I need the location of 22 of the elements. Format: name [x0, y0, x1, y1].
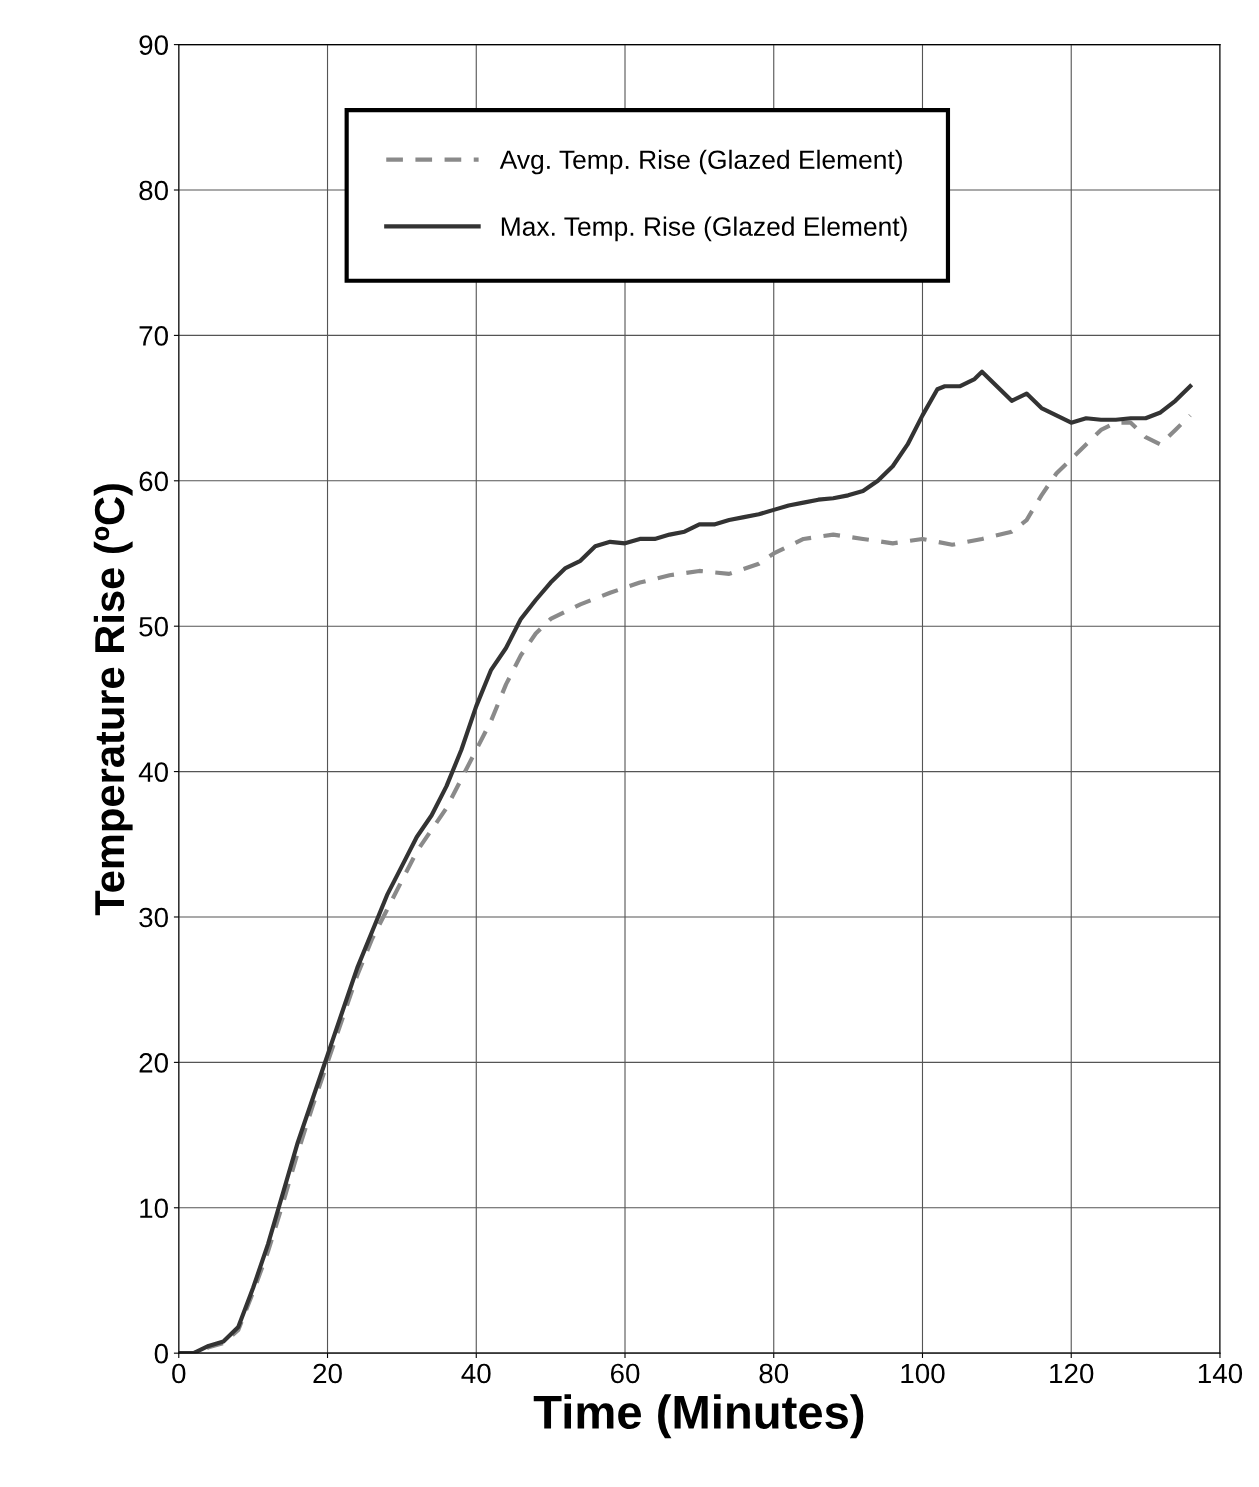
x-tick-label: 60: [610, 1363, 640, 1384]
y-tick-label: 80: [139, 180, 168, 201]
x-tick-label: 140: [1198, 1363, 1243, 1384]
y-tick-label: 60: [139, 471, 168, 492]
y-tick-label: 40: [138, 762, 168, 782]
legend-label: Avg. Temp. Rise (Glazed Element): [499, 149, 902, 175]
x-tick-label: 80: [759, 1363, 789, 1384]
legend-label: Max. Temp. Rise (Glazed Element): [501, 216, 907, 242]
y-tick-label: 50: [139, 616, 168, 637]
x-tick-label: 100: [901, 1363, 945, 1384]
y-tick-label: 20: [139, 1053, 168, 1073]
y-axis-title: Temperature Rise (ºC): [93, 484, 133, 916]
y-tick-label: 30: [139, 907, 168, 928]
x-axis-title: Time (Minutes): [533, 1394, 864, 1439]
x-tick-label: 0: [172, 1363, 186, 1384]
y-tick-label: 0: [154, 1343, 168, 1364]
y-tick-label: 90: [139, 35, 168, 55]
y-tick-label: 70: [139, 326, 168, 346]
y-tick-label: 10: [140, 1198, 168, 1219]
x-tick-label: 20: [313, 1363, 342, 1384]
x-tick-label: 120: [1050, 1363, 1094, 1384]
x-tick-label: 40: [461, 1363, 491, 1384]
